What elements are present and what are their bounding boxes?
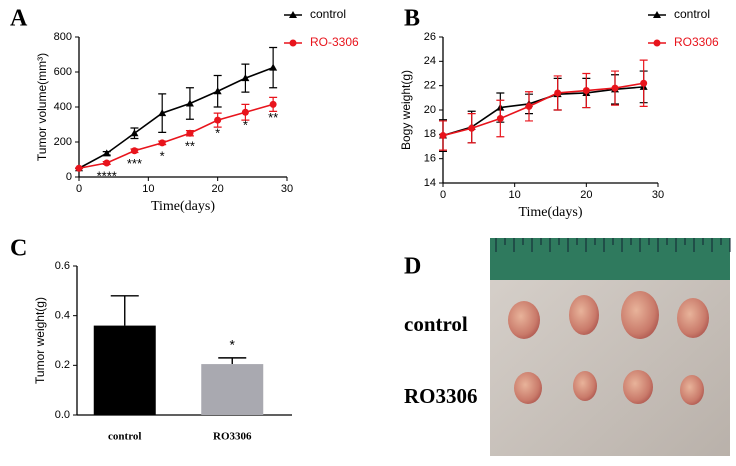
marker (185, 99, 194, 107)
marker (102, 149, 111, 157)
y-tick-label: 24 (424, 55, 436, 67)
bar (93, 325, 156, 415)
marker (241, 74, 250, 82)
marker (241, 108, 249, 116)
y-axis-label: Bogy weight(g) (399, 70, 413, 150)
legend-label: control (674, 7, 710, 21)
series-line (442, 82, 644, 137)
panel-label: A (10, 6, 28, 32)
y-tick-label: 18 (424, 128, 436, 140)
panel-label: B (404, 6, 420, 32)
marker (75, 164, 83, 172)
marker (582, 87, 590, 95)
panel-label: C (10, 236, 27, 262)
bar (201, 364, 264, 415)
marker (103, 159, 111, 167)
y-tick-label: 0.4 (55, 310, 70, 322)
marker (130, 129, 139, 137)
y-tick-label: 14 (424, 177, 436, 189)
marker (439, 132, 447, 140)
legend-label: RO3306 (674, 35, 719, 49)
x-tick-label: 30 (652, 189, 664, 201)
legend-label: RO-3306 (310, 35, 359, 49)
marker (214, 116, 222, 124)
photo (490, 238, 731, 456)
annotation: *** (127, 156, 142, 171)
marker (653, 39, 661, 47)
y-tick-label: 0 (66, 171, 72, 183)
x-axis-label: Time(days) (518, 205, 582, 220)
x-tick-label: 30 (281, 183, 293, 195)
photo-label: RO3306 (404, 384, 478, 408)
y-axis-label: Tumor volume(mm³) (35, 53, 49, 161)
x-tick-label: 20 (580, 189, 592, 201)
marker (653, 11, 661, 18)
y-tick-label: 20 (424, 104, 436, 116)
marker (289, 39, 297, 47)
error-bar (218, 357, 247, 365)
annotation: * (160, 148, 165, 163)
annotation: ** (185, 139, 195, 154)
marker (525, 102, 533, 110)
x-axis-label: Time(days) (151, 199, 215, 214)
legend-label: control (310, 7, 346, 21)
x-tick-label: 10 (509, 189, 521, 201)
y-tick-label: 22 (424, 80, 436, 92)
marker (468, 124, 476, 132)
error-bar (110, 295, 139, 326)
marker (158, 109, 167, 117)
x-tick-label: 0 (440, 189, 446, 201)
marker (640, 79, 648, 87)
x-tick-label: 10 (142, 183, 154, 195)
x-tick-label: RO3306 (213, 431, 252, 443)
annotation: * (230, 337, 236, 353)
marker (158, 139, 166, 147)
y-axis-label: Tumor weight(g) (33, 297, 47, 384)
y-tick-label: 0.0 (55, 409, 70, 421)
marker (289, 11, 297, 18)
x-tick-label: 0 (76, 183, 82, 195)
y-tick-label: 16 (424, 153, 436, 165)
annotation: * (215, 126, 220, 141)
y-tick-label: 0.2 (55, 359, 70, 371)
marker (269, 63, 278, 71)
marker (269, 100, 277, 108)
marker (213, 87, 222, 95)
series-line (78, 103, 274, 170)
annotation: **** (97, 168, 117, 183)
photo-label: control (404, 312, 468, 336)
marker (186, 129, 194, 137)
y-tick-label: 0.6 (55, 260, 70, 272)
x-tick-label: control (108, 431, 141, 443)
series-line (78, 66, 274, 169)
marker (611, 84, 619, 92)
y-tick-label: 600 (54, 66, 72, 78)
marker (496, 115, 504, 123)
panel-label: D (404, 254, 421, 280)
y-tick-label: 26 (424, 31, 436, 43)
marker (130, 147, 138, 155)
annotation: * (243, 118, 248, 133)
annotation: ** (268, 110, 278, 125)
x-tick-label: 20 (212, 183, 224, 195)
y-tick-label: 200 (54, 136, 72, 148)
marker (554, 89, 562, 97)
y-tick-label: 800 (54, 31, 72, 43)
y-tick-label: 400 (54, 101, 72, 113)
